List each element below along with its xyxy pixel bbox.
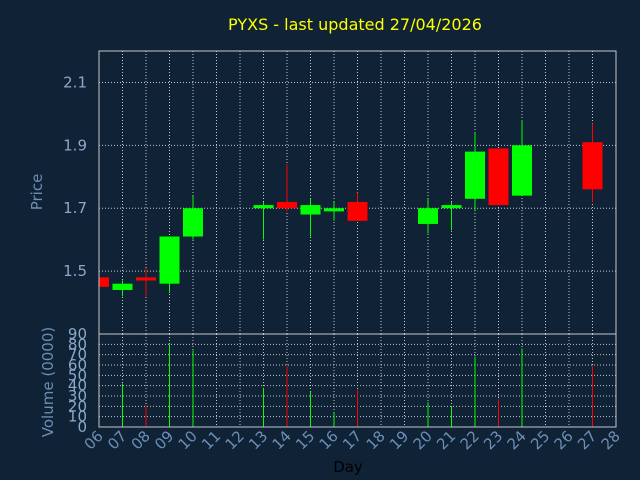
volume-tick-label: 20 [68, 397, 87, 415]
candle-body [159, 236, 180, 284]
x-tick-label: 16 [316, 427, 342, 453]
candle-21 [441, 201, 462, 231]
x-tick-label: 20 [410, 427, 436, 453]
x-tick-label: 09 [151, 427, 177, 453]
x-axis-label: Day [333, 458, 363, 476]
price-tick-label: 1.5 [63, 262, 87, 280]
volume-tick-label: 50 [68, 366, 87, 384]
candle-22 [465, 132, 485, 212]
x-tick-label: 15 [292, 427, 318, 453]
price-axis-label: Price [28, 174, 46, 211]
x-tick-label: 26 [551, 427, 577, 453]
volume-tick-label: 90 [68, 325, 87, 343]
x-tick-label: 22 [457, 427, 483, 453]
volume-tick-label: 80 [68, 335, 87, 353]
volume-panel-frame [98, 333, 617, 428]
candle-body [253, 205, 274, 209]
x-tick-label: 13 [245, 427, 271, 453]
candle-body [488, 148, 509, 206]
candle-16 [324, 201, 344, 221]
chart-title: PYXS - last updated 27/04/2026 [228, 15, 482, 34]
x-tick-label: 17 [339, 427, 365, 453]
candle-09 [159, 236, 180, 294]
candle-body [99, 277, 109, 287]
x-tick-label: 25 [527, 427, 553, 453]
x-tick-label: 24 [504, 427, 530, 453]
x-tick-label: 11 [198, 427, 224, 453]
x-tick-label: 19 [386, 427, 412, 453]
candle-body [300, 205, 321, 215]
candle-body [183, 208, 203, 237]
volume-bars [122, 344, 593, 427]
x-tick-label: 14 [269, 427, 295, 453]
candle-10 [183, 195, 203, 240]
volume-tick-label: 0 [77, 418, 87, 436]
candle-15 [300, 198, 321, 237]
candle-27 [582, 123, 603, 202]
volume-tick-label: 70 [68, 346, 87, 364]
candle-body [136, 277, 156, 281]
candle-20 [418, 198, 438, 234]
x-tick-label: 21 [433, 427, 459, 453]
price-candles [99, 120, 603, 297]
price-tick-labels: 1.5 1.7 1.9 2.1 [63, 73, 87, 280]
candle-body [465, 151, 485, 199]
candle-body [277, 201, 297, 209]
candle-14 [277, 164, 297, 212]
candle-23 [488, 148, 509, 206]
candle-06 [99, 277, 109, 287]
candle-07 [112, 280, 133, 297]
volume-tick-label: 30 [68, 387, 87, 405]
volume-tick-label: 10 [68, 408, 87, 426]
candle-body [112, 283, 133, 290]
candle-body [418, 208, 438, 224]
price-tick-label: 2.1 [63, 73, 87, 91]
volume-tick-label: 40 [68, 377, 87, 395]
price-tick-label: 1.9 [63, 136, 87, 154]
price-tick-label: 1.7 [63, 199, 87, 217]
candle-body [582, 142, 603, 190]
candle-body [347, 201, 368, 221]
candle-24 [512, 120, 532, 196]
candle-13 [253, 201, 274, 240]
volume-axis-label: Volume (0000) [39, 327, 57, 437]
x-tick-label: 18 [363, 427, 389, 453]
candle-body [512, 145, 532, 196]
x-tick-label: 28 [598, 427, 624, 453]
x-tick-label: 08 [128, 427, 154, 453]
candle-body [441, 205, 462, 209]
x-tick-label: 27 [574, 427, 600, 453]
x-tick-label: 23 [480, 427, 506, 453]
x-tick-label: 10 [175, 427, 201, 453]
candle-17 [347, 192, 368, 221]
x-tick-labels: 0607080910111213141516171819202122232425… [81, 427, 624, 453]
volume-tick-label: 60 [68, 356, 87, 374]
candle-body [324, 208, 344, 212]
x-tick-label: 12 [222, 427, 248, 453]
x-tick-label: 07 [104, 427, 130, 453]
candle-08 [136, 267, 156, 297]
